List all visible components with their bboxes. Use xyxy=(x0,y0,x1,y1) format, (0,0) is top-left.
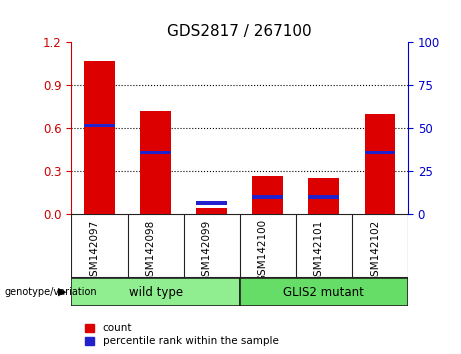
Text: GSM142102: GSM142102 xyxy=(370,219,380,282)
Bar xyxy=(140,111,171,214)
Bar xyxy=(84,124,115,127)
Legend: count, percentile rank within the sample: count, percentile rank within the sample xyxy=(81,319,283,350)
Bar xyxy=(308,178,339,214)
Bar xyxy=(71,278,240,306)
Bar xyxy=(308,195,339,199)
Bar xyxy=(365,151,396,154)
Bar xyxy=(196,201,227,205)
Bar xyxy=(240,278,408,306)
Bar xyxy=(84,61,115,214)
Bar xyxy=(252,195,283,199)
Text: ▶: ▶ xyxy=(59,287,67,297)
Bar xyxy=(196,209,227,214)
Bar xyxy=(365,114,396,214)
Bar xyxy=(140,151,171,154)
Text: GSM142097: GSM142097 xyxy=(89,219,100,282)
Title: GDS2817 / 267100: GDS2817 / 267100 xyxy=(167,23,312,39)
Bar xyxy=(252,176,283,214)
Text: GLIS2 mutant: GLIS2 mutant xyxy=(284,286,364,298)
Text: GSM142100: GSM142100 xyxy=(258,219,268,282)
Text: genotype/variation: genotype/variation xyxy=(5,287,97,297)
Text: GSM142101: GSM142101 xyxy=(314,219,324,282)
Text: GSM142098: GSM142098 xyxy=(146,219,156,282)
Text: GSM142099: GSM142099 xyxy=(201,219,212,282)
Text: wild type: wild type xyxy=(129,286,183,298)
